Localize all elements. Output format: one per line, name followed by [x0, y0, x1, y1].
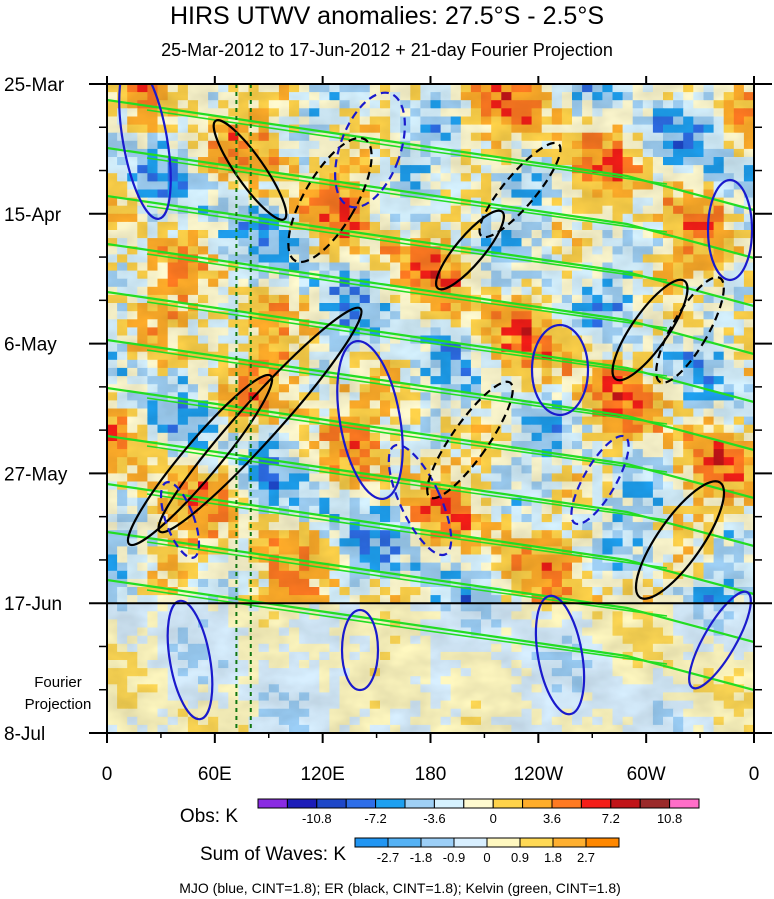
- y-tick-label-5: 8-Jul: [4, 724, 45, 745]
- waves-colorbar: -2.7 -1.8 -0.9 0 0.9 1.8 2.7: [354, 837, 620, 865]
- obs-colorbar-label: Obs: K: [180, 806, 238, 827]
- y-axis: 25-Mar 15-Apr 6-May 27-May 17-Jun 8-Jul: [4, 75, 772, 745]
- obsBar-tick-5: 7.2: [602, 811, 620, 826]
- wavesBar-tick-0: -2.7: [377, 850, 399, 865]
- obsBar-tick-2: -3.6: [423, 811, 445, 826]
- obsBar-swatch-1: [286, 798, 318, 809]
- obsBar-tick-6: 10.8: [657, 811, 682, 826]
- obsBar-swatch-8: [492, 798, 524, 809]
- x-tick-label-2: 120E: [300, 764, 344, 785]
- obsBar-tick-1: -7.2: [364, 811, 386, 826]
- x-axis: 0 60E 120E 180 120W 60W 0: [102, 76, 760, 785]
- obsBar-swatch-11: [580, 798, 612, 809]
- obsBar-swatch-10: [551, 798, 582, 809]
- wavesBar-swatch-3: [453, 837, 488, 848]
- y-tick-label-1: 15-Apr: [4, 205, 62, 226]
- projection-label-line2: Projection: [25, 696, 92, 713]
- chart-title: HIRS UTWV anomalies: 27.5°S - 2.5°S: [169, 2, 605, 30]
- projection-label-line1: Fourier: [34, 674, 82, 691]
- y-minor-ticks: [99, 126, 762, 691]
- wavesBar-tick-2: -0.9: [443, 850, 465, 865]
- obsBar-swatch-12: [610, 798, 641, 809]
- x-tick-label-4: 120W: [514, 764, 564, 785]
- obsBar-swatch-13: [639, 798, 671, 809]
- wavesBar-swatch-4: [486, 837, 521, 848]
- obsBar-swatch-0: [257, 798, 288, 809]
- obsBar-swatch-3: [345, 798, 377, 809]
- waves-colorbar-label: Sum of Waves: K: [200, 844, 346, 865]
- wavesBar-swatch-1: [387, 837, 422, 848]
- wavesBar-swatch-0: [354, 837, 389, 848]
- anomaly-field: [107, 84, 754, 733]
- y-tick-label-2: 6-May: [4, 335, 57, 356]
- obsBar-swatch-9: [522, 798, 553, 809]
- y-tick-label-3: 27-May: [4, 464, 68, 485]
- wavesBar-swatch-5: [519, 837, 554, 848]
- wavesBar-tick-3: 0: [483, 850, 490, 865]
- x-tick-label-1: 60E: [198, 764, 232, 785]
- obsBar-swatch-4: [375, 798, 406, 809]
- wavesBar-swatch-2: [420, 837, 455, 848]
- wavesBar-tick-5: 1.8: [544, 850, 562, 865]
- y-tick-label-0: 25-Mar: [4, 75, 65, 96]
- obsBar-swatch-5: [404, 798, 435, 809]
- wavesBar-swatch-6: [552, 837, 587, 848]
- obsBar-tick-3: 0: [490, 811, 497, 826]
- contour-legend: MJO (blue, CINT=1.8); ER (black, CINT=1.…: [179, 880, 621, 896]
- x-tick-label-5: 60W: [627, 764, 666, 785]
- wavesBar-tick-1: -1.8: [410, 850, 432, 865]
- x-tick-label-0: 0: [102, 764, 113, 785]
- obs-colorbar: -10.8 -7.2 -3.6 0 3.6 7.2 10.8: [257, 798, 700, 826]
- obsBar-swatch-2: [316, 798, 347, 809]
- obsBar-tick-4: 3.6: [543, 811, 561, 826]
- x-tick-label-6: 0: [749, 764, 760, 785]
- wavesBar-swatch-7: [585, 837, 620, 848]
- chart-subtitle: 25-Mar-2012 to 17-Jun-2012 + 21-day Four…: [161, 40, 613, 60]
- obsBar-swatch-14: [669, 798, 700, 809]
- obsBar-swatch-6: [433, 798, 465, 809]
- obsBar-tick-0: -10.8: [302, 811, 332, 826]
- y-tick-label-4: 17-Jun: [4, 594, 62, 615]
- wavesBar-tick-6: 2.7: [577, 850, 595, 865]
- wavesBar-tick-4: 0.9: [511, 850, 529, 865]
- x-tick-label-3: 180: [415, 764, 447, 785]
- obsBar-swatch-7: [463, 798, 494, 809]
